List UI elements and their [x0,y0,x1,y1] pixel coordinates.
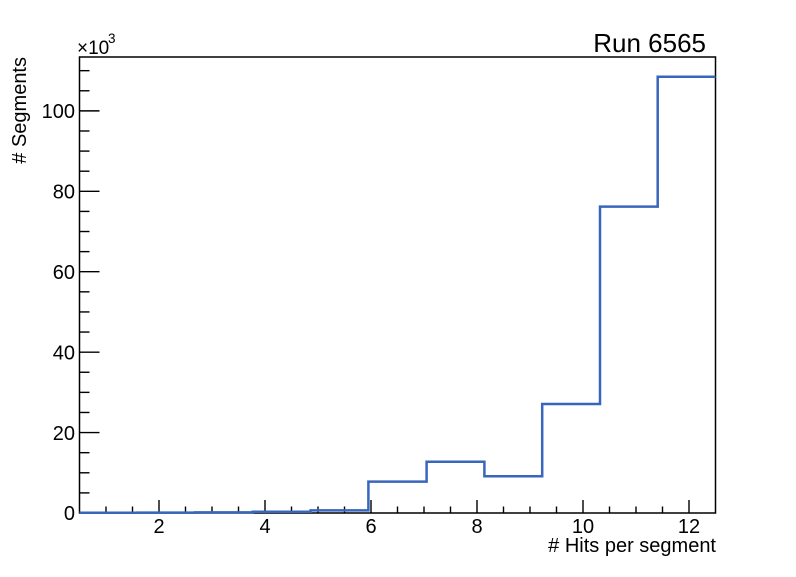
x-tick-label: 2 [153,516,164,538]
plot-title: Run 6565 [593,28,706,58]
x-tick-label: 4 [259,516,270,538]
x-tick-label: 12 [678,516,700,538]
y-tick-label: 80 [53,182,75,204]
y-tick-label: 40 [53,342,75,364]
x-tick-label: 10 [572,516,594,538]
plot-frame [78,56,717,514]
y-tick-label: 0 [64,503,75,525]
axis-tick-labels: 2 4 6 8 10 12 0 20 40 60 80 100 [42,101,701,538]
x-tick-label: 8 [471,516,482,538]
y-tick-label: 60 [53,262,75,284]
y-axis-title: # Segments [9,57,31,164]
y-tick-label: 100 [42,101,75,123]
y-tick-label: 20 [53,423,75,445]
x-axis-title: # Hits per segment [548,535,716,557]
x-tick-label: 6 [365,516,376,538]
y-axis-multiplier-exponent: 3 [108,31,116,46]
histogram-line [79,75,716,515]
axis-ticks [79,69,690,514]
y-axis-multiplier: ×10 [77,38,109,59]
